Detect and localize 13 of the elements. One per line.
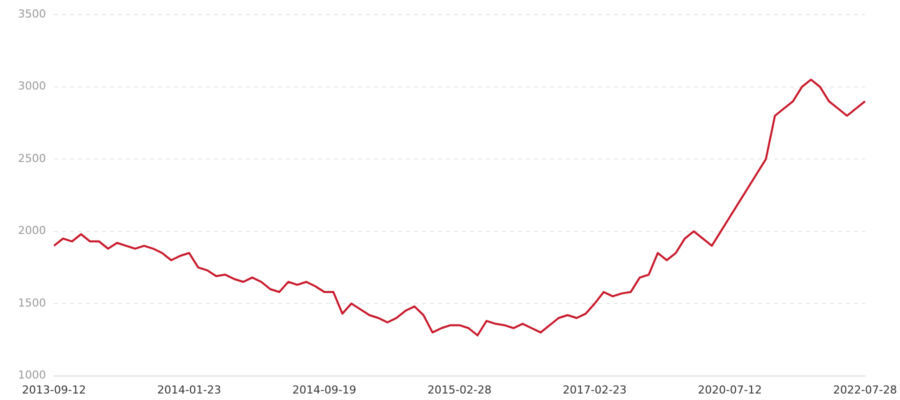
y-tick-label: 3000 bbox=[18, 80, 46, 93]
x-tick-label: 2015-02-28 bbox=[428, 383, 492, 396]
x-tick-label: 2014-01-23 bbox=[157, 383, 222, 396]
x-tick-label: 2013-09-12 bbox=[22, 383, 86, 396]
x-tick-label: 2017-02-23 bbox=[562, 383, 627, 396]
y-tick-label: 3500 bbox=[18, 7, 46, 20]
x-tick-label: 2022-07-28 bbox=[833, 383, 898, 396]
y-tick-label: 1000 bbox=[18, 368, 46, 382]
y-tick-label: 2000 bbox=[18, 224, 46, 238]
x-tick-label: 2014-09-19 bbox=[292, 383, 356, 396]
x-tick-label: 2020-07-12 bbox=[698, 383, 762, 396]
y-tick-label: 2500 bbox=[18, 152, 46, 165]
y-tick-label: 1500 bbox=[18, 296, 46, 310]
